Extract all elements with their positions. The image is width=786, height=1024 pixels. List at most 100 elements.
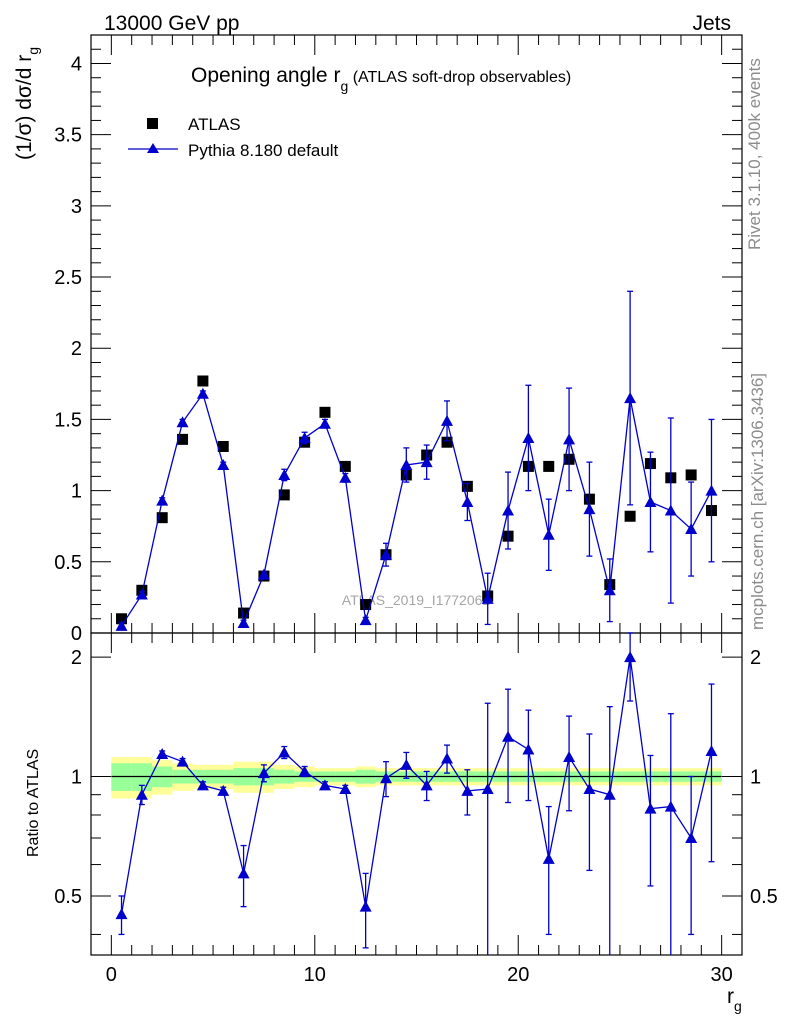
analysis-watermark: ATLAS_2019_I1772062 [342, 592, 491, 608]
ratio-data-point [502, 730, 515, 742]
x-axis-label: rg [727, 985, 742, 1014]
x-tick-label: 20 [507, 964, 529, 986]
ratio-data-point [217, 784, 230, 796]
pythia-data-point [522, 431, 535, 443]
ratio-data-point [400, 758, 413, 770]
ratio-data-point [420, 779, 433, 791]
ratio-y-tick-label: 1 [71, 767, 82, 789]
atlas-data-point [156, 512, 168, 524]
ratio-panel: 0.5 0.51 12 20 10 20 30 Ratio to ATLAS rg [25, 632, 778, 1014]
pythia-series-line [120, 392, 713, 627]
main-y-tick-label: 2 [71, 338, 82, 360]
main-y-tick-label: 0 [71, 623, 82, 645]
ratio-data-point [705, 744, 718, 756]
main-y-tick-label: 1 [71, 481, 82, 503]
main-y-tick-labels: 0 0.5 1 1.5 2 2.5 3 3.5 4 [54, 53, 82, 645]
ratio-data-point [563, 751, 576, 763]
ratio-data-point [135, 788, 148, 800]
ratio-data-point [644, 802, 657, 814]
main-panel: 00.511.522.533.54 (1/σ) dσ/d rg Opening … [13, 34, 743, 645]
atlas-data-point [624, 510, 636, 522]
atlas-data-point [319, 406, 331, 418]
legend-pythia-marker [147, 143, 159, 153]
ratio-data-point [237, 867, 250, 879]
ratio-data-layer [115, 632, 718, 955]
ratio-y-axis-label: Ratio to ATLAS [25, 749, 42, 857]
rivet-info: Rivet 3.1.10, 400k events [745, 58, 764, 250]
pythia-data-point [156, 494, 169, 506]
pythia-data-point [379, 548, 392, 560]
x-tick-label: 30 [711, 964, 733, 986]
ratio-data-point [278, 746, 291, 758]
pythia-data-point [217, 458, 230, 470]
ratio-data-point [359, 900, 372, 912]
ratio-data-point [542, 852, 555, 864]
atlas-data-point [116, 613, 128, 625]
pythia-data-point [644, 496, 657, 508]
ratio-data-point [257, 767, 270, 779]
atlas-data-point [360, 599, 372, 611]
ratio-data-point [441, 752, 454, 764]
pythia-data-point [664, 504, 677, 516]
ratio-y-tick-label: 0.5 [54, 886, 82, 908]
pythia-data-point [685, 523, 698, 535]
ratio-bands [111, 757, 722, 799]
main-y-tick-label: 2.5 [54, 267, 82, 289]
pythia-data-point [481, 592, 494, 604]
ratio-y-tick-label-right: 0.5 [750, 886, 778, 908]
x-axis-label-sub: g [734, 998, 742, 1014]
pythia-data-point [603, 584, 616, 596]
pythia-data-point [257, 568, 270, 580]
ratio-tick-labels: 0.5 0.51 12 20 10 20 30 [54, 647, 778, 986]
pythia-data-point [237, 617, 250, 629]
pythia-data-point [461, 496, 474, 508]
ratio-data-point [176, 755, 189, 767]
atlas-data-point [217, 440, 229, 452]
pythia-data-point [196, 387, 209, 399]
legend-atlas-label: ATLAS [188, 115, 241, 134]
main-y-tick-label: 1.5 [54, 409, 82, 431]
ratio-axis-ticks [90, 633, 743, 955]
ratio-data-point [298, 765, 311, 777]
atlas-data-point [685, 469, 697, 481]
pythia-data-point [278, 468, 291, 480]
process-label: Jets [692, 12, 731, 35]
ratio-frame [90, 632, 743, 956]
atlas-data-point [441, 436, 453, 448]
ratio-data-point [685, 831, 698, 843]
main-axis-ticks [90, 34, 743, 634]
ratio-data-point [115, 908, 128, 920]
pythia-data-point [176, 416, 189, 428]
main-y-tick-label: 3 [71, 196, 82, 218]
atlas-data-point [278, 489, 290, 501]
ratio-series-line [120, 656, 713, 915]
x-tick-label: 10 [304, 964, 326, 986]
ratio-data-point [461, 784, 474, 796]
ratio-data-point [339, 783, 352, 795]
pythia-data-point [542, 528, 555, 540]
energy-label: 13000 GeV pp [104, 12, 239, 35]
ratio-data-point [318, 779, 331, 791]
pythia-data-point [502, 504, 515, 516]
atlas-data-point [339, 460, 351, 472]
atlas-data-point [177, 433, 189, 445]
atlas-data-point [543, 460, 555, 472]
main-y-tick-label: 3.5 [54, 125, 82, 147]
chart-title-sub: g [340, 78, 348, 94]
legend-atlas-marker [147, 118, 158, 129]
ratio-data-point [156, 747, 169, 759]
header: 13000 GeV pp Jets [104, 12, 731, 35]
main-y-axis-label-text: (1/σ) dσ/d r [13, 55, 36, 160]
x-axis-label-text: r [727, 985, 734, 1008]
pythia-data-point [624, 392, 637, 404]
ratio-y-tick-label: 2 [71, 647, 82, 669]
chart-title-suffix-text: (ATLAS soft-drop observables) [353, 69, 571, 86]
mcplots-info: mcplots.cern.ch [arXiv:1306.3436] [748, 373, 767, 630]
legend-pythia-label: Pythia 8.180 default [188, 141, 339, 160]
pythia-data-point [400, 458, 413, 470]
pythia-data-point [135, 588, 148, 600]
main-y-tick-label: 0.5 [54, 552, 82, 574]
ratio-data-point [196, 779, 209, 791]
pythia-data-point [339, 471, 352, 483]
ratio-data-point [583, 783, 596, 795]
